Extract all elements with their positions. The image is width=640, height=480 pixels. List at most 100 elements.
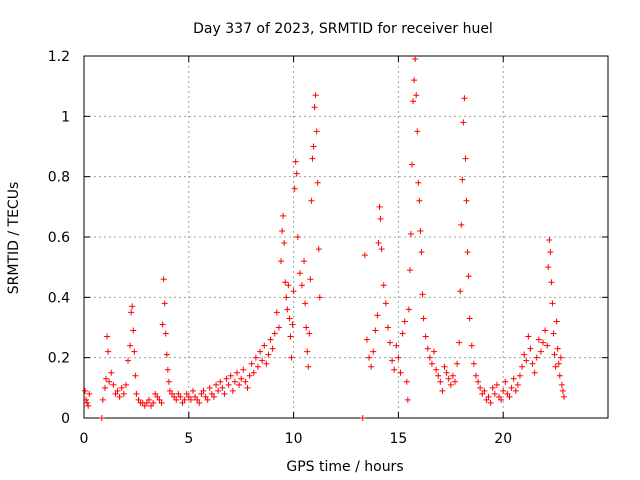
data-point [512, 387, 519, 394]
data-point [542, 327, 549, 334]
data-point [312, 92, 319, 99]
data-point [551, 351, 558, 358]
data-point [240, 366, 247, 373]
data-point [309, 155, 316, 162]
data-point [165, 378, 172, 385]
data-point [498, 396, 505, 403]
data-point [376, 203, 383, 210]
data-point [443, 369, 450, 376]
data-point [447, 381, 454, 388]
data-point [489, 384, 496, 391]
data-point [529, 360, 536, 367]
data-point [407, 230, 414, 237]
data-point [510, 375, 517, 382]
plot-frame [83, 55, 609, 419]
data-point [303, 324, 310, 331]
data-point [506, 393, 513, 400]
data-point [283, 294, 290, 301]
data-point [424, 345, 431, 352]
data-point [552, 363, 559, 370]
data-point [368, 363, 375, 370]
data-point [169, 390, 176, 397]
data-point [150, 399, 157, 406]
data-point [204, 396, 211, 403]
data-point [84, 399, 91, 406]
chart-title: Day 337 of 2023, SRMTID for receiver hue… [193, 21, 493, 37]
data-point [454, 360, 461, 367]
y-tick-label: 1 [61, 109, 70, 125]
data-point [496, 393, 503, 400]
data-point [105, 348, 112, 355]
data-point [374, 312, 381, 319]
data-point [308, 197, 315, 204]
data-point [202, 393, 209, 400]
x-tick-label: 0 [80, 431, 89, 447]
data-point [304, 348, 311, 355]
data-point [171, 393, 178, 400]
data-point [382, 300, 389, 307]
data-point [120, 390, 127, 397]
data-point [164, 366, 171, 373]
data-point [315, 246, 322, 253]
data-point [560, 393, 567, 400]
data-point [236, 381, 243, 388]
data-point [554, 345, 561, 352]
data-point [464, 249, 471, 256]
data-point [194, 396, 201, 403]
data-point [275, 324, 282, 331]
data-point [378, 246, 385, 253]
data-point [273, 309, 280, 316]
data-point [305, 363, 312, 370]
data-point [437, 378, 444, 385]
y-tick-label: 0.2 [48, 351, 70, 367]
data-point [307, 276, 314, 283]
data-point [370, 348, 377, 355]
y-axis-label: SRMTID / TECUs [6, 182, 22, 295]
data-point [531, 369, 538, 376]
data-point [217, 378, 224, 385]
data-point [210, 393, 217, 400]
data-point [261, 342, 268, 349]
data-point [252, 354, 259, 361]
data-point [163, 351, 170, 358]
data-point [103, 375, 110, 382]
data-point [291, 185, 298, 192]
tick-labels: 0 0.2 0.4 0.6 0.8 1 1.2 0 5 10 15 20 [48, 49, 512, 447]
data-point [504, 390, 511, 397]
data-point [514, 381, 521, 388]
data-point [129, 303, 136, 310]
data-point [428, 360, 435, 367]
data-point [108, 369, 115, 376]
data-point [112, 390, 119, 397]
data-point [535, 336, 542, 343]
x-tick-label: 20 [494, 431, 512, 447]
data-point [231, 378, 238, 385]
data-point [271, 330, 278, 337]
data-point [206, 384, 213, 391]
data-point [406, 267, 413, 274]
data-point [313, 128, 320, 135]
data-point [125, 357, 132, 364]
data-point [279, 227, 286, 234]
data-point [502, 378, 509, 385]
gridlines [84, 56, 608, 418]
data-point [173, 396, 180, 403]
data-point [459, 176, 466, 183]
data-point [391, 366, 398, 373]
data-point [159, 321, 166, 328]
data-point [548, 279, 555, 286]
data-point [132, 372, 139, 379]
data-point [85, 402, 92, 409]
data-point [292, 158, 299, 165]
data-point [508, 384, 515, 391]
data-point [259, 357, 266, 364]
data-point [86, 390, 93, 397]
y-tick-label: 0.8 [48, 170, 70, 186]
data-point [544, 342, 551, 349]
data-point [82, 387, 89, 394]
data-point [457, 288, 464, 295]
data-point [298, 282, 305, 289]
data-point [412, 56, 419, 63]
data-point [479, 390, 486, 397]
data-point [110, 381, 117, 388]
